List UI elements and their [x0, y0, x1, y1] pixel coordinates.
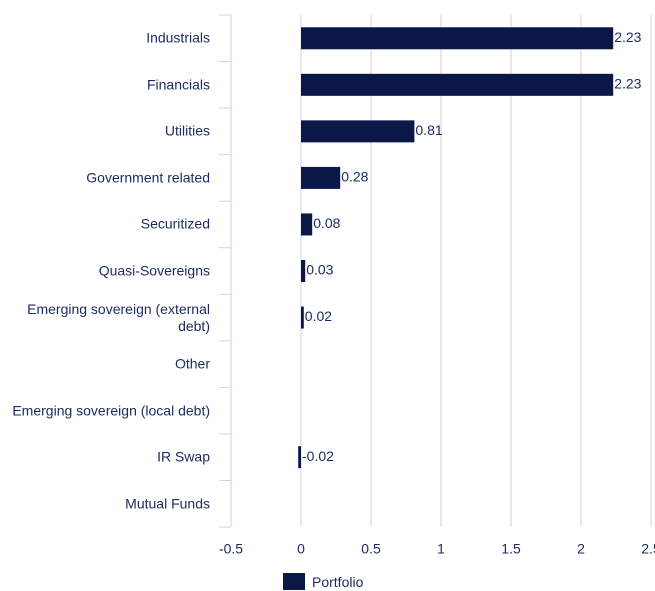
category-label: Utilities [164, 122, 210, 139]
x-tick-label: 0 [297, 541, 305, 557]
category-label: Securitized [140, 215, 210, 232]
data-label: 0.02 [305, 308, 332, 324]
bar [301, 166, 341, 189]
bar [301, 260, 306, 282]
bar [301, 27, 614, 50]
x-tick-label: 1 [437, 541, 445, 557]
bar [298, 446, 301, 469]
data-label: 2.23 [614, 29, 641, 45]
category-label: Emerging sovereign (external debt) [27, 300, 210, 334]
category-label: Emerging sovereign (local debt) [12, 402, 210, 419]
x-tick-label: -0.5 [219, 541, 243, 557]
data-label: 0.03 [306, 262, 333, 278]
x-tick-label: 0.5 [361, 541, 381, 557]
data-label: 0.08 [313, 215, 340, 231]
category-label: Industrials [146, 29, 210, 46]
category-label: Mutual Funds [125, 495, 210, 512]
x-tick-label: 1.5 [501, 541, 521, 557]
bar [301, 213, 313, 236]
category-label: IR Swap [157, 448, 210, 465]
legend-swatch [283, 573, 305, 590]
data-label: -0.02 [302, 448, 334, 464]
data-label: 0.28 [341, 169, 368, 185]
data-label: 2.23 [614, 76, 641, 92]
bar [301, 306, 304, 329]
data-label: 0.81 [415, 122, 442, 138]
legend-label: Portfolio [312, 574, 364, 590]
category-label: Quasi-Sovereigns [98, 262, 210, 279]
x-tick-label: 2.5 [641, 541, 655, 557]
category-label: Other [174, 355, 210, 372]
x-tick-label: 2 [577, 541, 585, 557]
bar [301, 120, 415, 143]
category-label: Government related [86, 169, 210, 186]
bar [301, 73, 614, 96]
category-label: Financials [146, 76, 210, 93]
